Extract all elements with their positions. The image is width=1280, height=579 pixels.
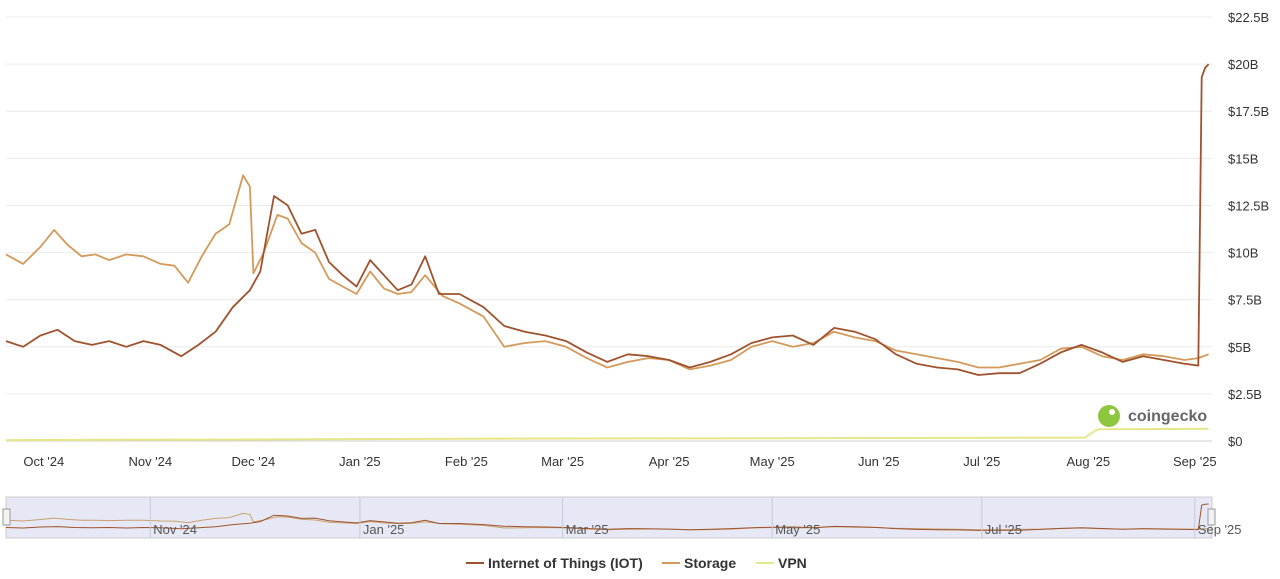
- x-tick-label: Jul '25: [963, 454, 1000, 469]
- y-tick-label: $12.5B: [1228, 198, 1269, 213]
- y-tick-label: $0: [1228, 434, 1242, 449]
- legend-item-storage[interactable]: Storage: [662, 555, 736, 571]
- watermark-text: coingecko: [1128, 408, 1207, 425]
- navigator-tick-label: May '25: [775, 522, 820, 537]
- legend-label-vpn: VPN: [778, 555, 807, 571]
- navigator-series-line: [5, 512, 1209, 531]
- series-line: [5, 174, 1209, 371]
- y-axis: $0 $2.5B $5B $7.5B $10B $12.5B $15B $17.5B $20B $…: [1228, 10, 1269, 449]
- y-tick-label: $15B: [1228, 151, 1258, 166]
- series-line: [5, 63, 1210, 376]
- navigator-left-handle[interactable]: [2, 508, 11, 526]
- navigator-axis: Nov '24 Jan '25 Mar '25 May '25 Jul '25 Sep '…: [149, 497, 1242, 538]
- y-tick-label: $17.5B: [1228, 104, 1269, 119]
- x-tick-label: Jan '25: [339, 454, 381, 469]
- gecko-logo-icon: [1098, 405, 1120, 427]
- gecko-eye-icon: [1109, 409, 1115, 415]
- navigator-tick-label: Jul '25: [985, 522, 1022, 537]
- x-tick-label: Mar '25: [541, 454, 584, 469]
- x-axis: Oct '24 Nov '24 Dec '24 Jan '25 Feb '25 Mar '…: [23, 454, 1216, 469]
- x-tick-label: Apr '25: [649, 454, 690, 469]
- navigator-tick-label: Mar '25: [566, 522, 609, 537]
- navigator-series-line: [5, 503, 1209, 531]
- legend-item-vpn[interactable]: VPN: [756, 555, 807, 571]
- x-tick-label: Nov '24: [128, 454, 172, 469]
- gridlines: [6, 16, 1212, 442]
- x-tick-label: May '25: [750, 454, 795, 469]
- series: [5, 63, 1210, 442]
- x-tick-label: Sep '25: [1173, 454, 1217, 469]
- y-tick-label: $20B: [1228, 57, 1258, 72]
- x-tick-label: Aug '25: [1066, 454, 1110, 469]
- series-line: [5, 427, 1209, 442]
- y-tick-label: $7.5B: [1228, 293, 1262, 308]
- x-tick-label: Dec '24: [232, 454, 276, 469]
- legend: Internet of Things (IOT) Storage VPN: [466, 555, 807, 571]
- legend-label-storage: Storage: [684, 555, 736, 571]
- navigator-tick-label: Sep '25: [1198, 522, 1242, 537]
- y-tick-label: $10B: [1228, 246, 1258, 261]
- navigator-background: [5, 496, 1213, 539]
- legend-label-iot: Internet of Things (IOT): [488, 555, 643, 571]
- navigator-tick-label: Jan '25: [363, 522, 405, 537]
- navigator-tick-label: Nov '24: [153, 522, 197, 537]
- legend-item-iot[interactable]: Internet of Things (IOT): [466, 555, 643, 571]
- x-tick-label: Feb '25: [445, 454, 488, 469]
- navigator-series: [5, 503, 1209, 531]
- x-tick-label: Jun '25: [858, 454, 900, 469]
- range-navigator[interactable]: Nov '24 Jan '25 Mar '25 May '25 Jul '25 Sep '…: [2, 496, 1242, 539]
- y-tick-label: $5B: [1228, 340, 1251, 355]
- coingecko-watermark: coingecko: [1098, 405, 1207, 427]
- x-tick-label: Oct '24: [23, 454, 64, 469]
- navigator-right-handle[interactable]: [1207, 508, 1216, 526]
- y-tick-label: $22.5B: [1228, 10, 1269, 25]
- y-tick-label: $2.5B: [1228, 387, 1262, 402]
